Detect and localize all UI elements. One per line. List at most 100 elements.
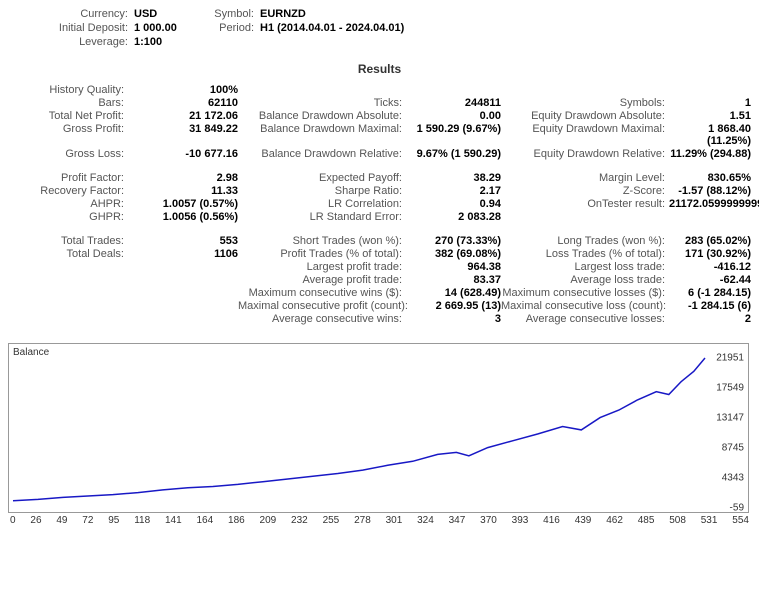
deposit-value: 1 000.00	[132, 22, 194, 34]
gross-profit-value: 31 849.22	[128, 123, 238, 147]
balance-curve	[9, 344, 709, 512]
x-tick: 485	[638, 515, 655, 526]
eq-dd-abs-label: Equity Drawdown Absolute:	[501, 110, 669, 122]
bal-dd-rel-value: 9.67% (1 590.29)	[406, 148, 501, 160]
largest-loss-value: -416.12	[669, 261, 751, 273]
profit-factor-value: 2.98	[128, 172, 238, 184]
y-tick: 8745	[722, 443, 744, 454]
x-tick: 439	[575, 515, 592, 526]
max-cons-wins-label: Maximum consecutive wins ($):	[238, 287, 406, 299]
total-deals-value: 1106	[128, 248, 238, 260]
margin-level-value: 830.65%	[669, 172, 751, 184]
x-tick: 324	[417, 515, 434, 526]
currency-label: Currency:	[8, 8, 132, 20]
avg-cons-losses-value: 2	[669, 313, 751, 325]
bal-dd-abs-value: 0.00	[406, 110, 501, 122]
symbols-value: 1	[669, 97, 751, 109]
largest-profit-label: Largest profit trade:	[238, 261, 406, 273]
period-label: Period:	[194, 22, 258, 34]
ontester-value: 21172.05999999999	[669, 198, 751, 210]
x-tick: 255	[323, 515, 340, 526]
y-tick: 17549	[716, 383, 744, 394]
max-cons-profit-value: 2 669.95 (13)	[406, 300, 501, 312]
x-tick: 186	[228, 515, 245, 526]
ticks-value: 244811	[406, 97, 501, 109]
history-quality-label: History Quality:	[8, 84, 128, 96]
x-tick: 0	[10, 515, 16, 526]
x-tick: 49	[56, 515, 67, 526]
bal-dd-rel-label: Balance Drawdown Relative:	[238, 148, 406, 160]
total-trades-label: Total Trades:	[8, 235, 128, 247]
symbol-value: EURNZD	[258, 8, 306, 20]
x-tick: 347	[449, 515, 466, 526]
bars-label: Bars:	[8, 97, 128, 109]
avg-cons-wins-value: 3	[406, 313, 501, 325]
bal-dd-max-label: Balance Drawdown Maximal:	[238, 123, 406, 147]
bars-value: 62110	[128, 97, 238, 109]
lr-stderr-label: LR Standard Error:	[238, 211, 406, 223]
avg-profit-value: 83.37	[406, 274, 501, 286]
max-cons-profit-label: Maximal consecutive profit (count):	[238, 300, 406, 312]
max-cons-wins-value: 14 (628.49)	[406, 287, 501, 299]
x-tick: 531	[701, 515, 718, 526]
exp-payoff-label: Expected Payoff:	[238, 172, 406, 184]
long-trades-value: 283 (65.02%)	[669, 235, 751, 247]
profit-factor-label: Profit Factor:	[8, 172, 128, 184]
x-tick: 26	[30, 515, 41, 526]
bal-dd-abs-label: Balance Drawdown Absolute:	[238, 110, 406, 122]
lr-stderr-value: 2 083.28	[406, 211, 501, 223]
eq-dd-max-label: Equity Drawdown Maximal:	[501, 123, 669, 147]
eq-dd-max-value: 1 868.40 (11.25%)	[669, 123, 751, 147]
y-tick: 13147	[716, 413, 744, 424]
y-tick: 21951	[716, 353, 744, 364]
gross-loss-value: -10 677.16	[128, 148, 238, 160]
y-tick: -59	[730, 503, 744, 514]
currency-value: USD	[132, 8, 194, 20]
net-profit-label: Total Net Profit:	[8, 110, 128, 122]
gross-loss-label: Gross Loss:	[8, 148, 128, 160]
eq-dd-abs-value: 1.51	[669, 110, 751, 122]
x-tick: 141	[165, 515, 182, 526]
total-deals-label: Total Deals:	[8, 248, 128, 260]
history-quality-value: 100%	[128, 84, 238, 96]
x-tick: 209	[260, 515, 277, 526]
avg-cons-wins-label: Average consecutive wins:	[238, 313, 406, 325]
symbol-label: Symbol:	[194, 8, 258, 20]
avg-cons-losses-label: Average consecutive losses:	[501, 313, 669, 325]
y-tick: 4343	[722, 473, 744, 484]
loss-trades-label: Loss Trades (% of total):	[501, 248, 669, 260]
short-trades-label: Short Trades (won %):	[238, 235, 406, 247]
net-profit-value: 21 172.06	[128, 110, 238, 122]
max-cons-loss-label: Maximal consecutive loss (count):	[501, 300, 669, 312]
x-tick: 72	[82, 515, 93, 526]
lr-corr-label: LR Correlation:	[238, 198, 406, 210]
ghpr-value: 1.0056 (0.56%)	[128, 211, 238, 223]
x-tick: 95	[108, 515, 119, 526]
avg-loss-value: -62.44	[669, 274, 751, 286]
ahpr-value: 1.0057 (0.57%)	[128, 198, 238, 210]
symbols-label: Symbols:	[501, 97, 669, 109]
largest-profit-value: 964.38	[406, 261, 501, 273]
results-grid: History Quality: 100% Bars: 62110 Ticks:…	[8, 84, 751, 325]
profit-trades-label: Profit Trades (% of total):	[238, 248, 406, 260]
x-axis-ticks: 0264972951181411641862092322552783013243…	[8, 513, 751, 526]
x-tick: 393	[512, 515, 529, 526]
period-value: H1 (2014.04.01 - 2024.04.01)	[258, 22, 404, 34]
x-tick: 508	[669, 515, 686, 526]
x-tick: 462	[606, 515, 623, 526]
ghpr-label: GHPR:	[8, 211, 128, 223]
short-trades-value: 270 (73.33%)	[406, 235, 501, 247]
x-tick: 370	[480, 515, 497, 526]
deposit-label: Initial Deposit:	[8, 22, 132, 34]
margin-level-label: Margin Level:	[501, 172, 669, 184]
gross-profit-label: Gross Profit:	[8, 123, 128, 147]
max-cons-losses-label: Maximum consecutive losses ($):	[501, 287, 669, 299]
bal-dd-max-value: 1 590.29 (9.67%)	[406, 123, 501, 147]
profit-trades-value: 382 (69.08%)	[406, 248, 501, 260]
x-tick: 164	[197, 515, 214, 526]
recovery-factor-value: 11.33	[128, 185, 238, 197]
long-trades-label: Long Trades (won %):	[501, 235, 669, 247]
x-tick: 416	[543, 515, 560, 526]
ahpr-label: AHPR:	[8, 198, 128, 210]
leverage-value: 1:100	[132, 36, 194, 48]
